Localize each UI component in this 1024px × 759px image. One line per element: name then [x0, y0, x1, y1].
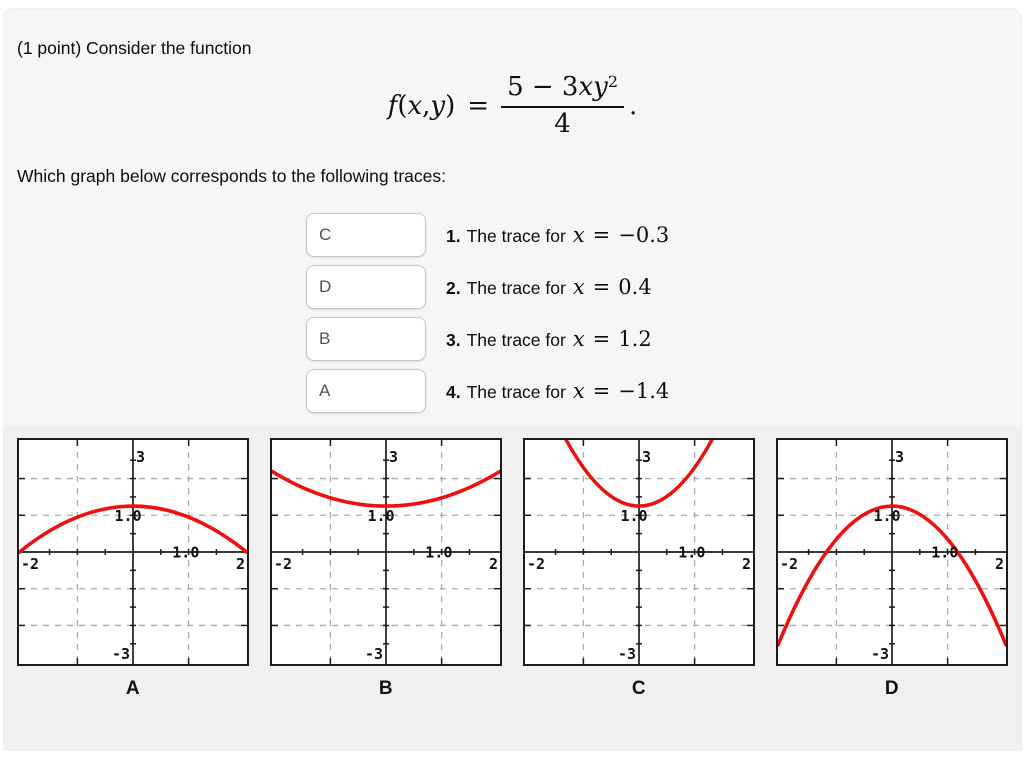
svg-text:1.0: 1.0 [931, 543, 958, 561]
trace-math: x = −0.3 [566, 223, 669, 247]
svg-text:2: 2 [236, 555, 245, 573]
graph-caption-a: A [125, 677, 141, 699]
formula-comma: , [422, 91, 431, 122]
math-var: x [572, 326, 585, 351]
math-equals: = [592, 378, 611, 403]
question-text: Which graph below corresponds to the fol… [17, 165, 446, 186]
svg-text:-3: -3 [618, 645, 636, 663]
graph-unit-c: 3 -3 -2 2 1.0 1.0 C [523, 437, 755, 751]
svg-text:1.0: 1.0 [114, 507, 141, 525]
fraction-numerator: 5 − 3xy2 [501, 72, 624, 103]
numerator-exponent: 2 [607, 72, 619, 91]
answer-input-3[interactable] [306, 316, 426, 361]
match-row-4: 4. The trace for x = −1.4 [306, 368, 1022, 413]
matching-section: 1. The trace for x = −0.3 2. The trace for… [306, 212, 1022, 413]
svg-text:-2: -2 [780, 555, 798, 573]
match-row-1: 1. The trace for x = −0.3 [306, 212, 1022, 257]
formula-block: f(x, y) = 5 − 3xy2 4 . [3, 72, 1022, 140]
svg-text:-3: -3 [112, 645, 130, 663]
math-equals: = [592, 222, 611, 247]
formula-fraction: 5 − 3xy2 4 [501, 72, 625, 140]
svg-text:3: 3 [642, 448, 651, 466]
svg-text:3: 3 [895, 448, 904, 466]
trace-text: The trace for [466, 381, 566, 402]
graph-caption-b: B [378, 677, 394, 699]
math-equals: = [592, 326, 611, 351]
svg-text:1.0: 1.0 [172, 543, 199, 561]
formula-f: f [387, 91, 398, 122]
svg-text:2: 2 [995, 555, 1004, 573]
svg-text:1.0: 1.0 [367, 507, 394, 525]
graph-unit-d: 3 -3 -2 2 1.0 1.0 D [776, 437, 1008, 751]
numerator-vars: xy [578, 72, 608, 102]
graph-caption-d: D [884, 677, 900, 699]
plot-graph-c: 3 -3 -2 2 1.0 1.0 [525, 439, 753, 664]
graph-unit-b: 3 -3 -2 2 1.0 1.0 B [270, 437, 502, 751]
match-row-2: 2. The trace for x = 0.4 [306, 264, 1022, 309]
svg-text:-2: -2 [274, 555, 292, 573]
plot-graph-d: 3 -3 -2 2 1.0 1.0 [778, 439, 1006, 664]
plot-graph-a: 3 -3 -2 2 1.0 1.0 [19, 439, 247, 664]
fraction-bar [501, 105, 625, 108]
formula-period: . [629, 91, 638, 122]
svg-text:1.0: 1.0 [678, 543, 705, 561]
problem-panel: (1 point) Consider the function f(x, y) … [3, 8, 1022, 751]
math-value: 1.2 [618, 326, 652, 351]
answer-input-1[interactable] [306, 212, 426, 257]
svg-text:-3: -3 [365, 645, 383, 663]
trace-math: x = 1.2 [566, 327, 652, 351]
svg-text:3: 3 [389, 448, 398, 466]
problem-intro: (1 point) Consider the function [17, 38, 252, 58]
trace-label-3: 3. The trace for x = 1.2 [446, 327, 652, 351]
plot-box-d: 3 -3 -2 2 1.0 1.0 [776, 437, 1008, 666]
svg-text:1.0: 1.0 [873, 507, 900, 525]
svg-text:1.0: 1.0 [620, 507, 647, 525]
answer-input-2[interactable] [306, 264, 426, 309]
function-formula: f(x, y) = 5 − 3xy2 4 . [387, 72, 638, 140]
trace-text: The trace for [466, 225, 566, 246]
svg-text:1.0: 1.0 [425, 543, 452, 561]
plot-graph-b: 3 -3 -2 2 1.0 1.0 [272, 439, 500, 664]
formula-open-paren: ( [397, 91, 408, 122]
math-value: −0.3 [618, 222, 670, 247]
graphs-figure: 3 -3 -2 2 1.0 1.0 A 3 -3 -2 2 1.0 1.0 B 3 -3 -2 2 1.0 1… [3, 425, 1022, 751]
plot-box-a: 3 -3 -2 2 1.0 1.0 [17, 437, 249, 666]
trace-number: 4. [446, 381, 461, 402]
trace-label-1: 1. The trace for x = −0.3 [446, 223, 669, 247]
math-var: x [572, 222, 585, 247]
answer-input-4[interactable] [306, 368, 426, 413]
match-row-3: 3. The trace for x = 1.2 [306, 316, 1022, 361]
trace-number: 1. [446, 225, 461, 246]
trace-number: 2. [446, 277, 461, 298]
trace-math: x = −1.4 [566, 379, 669, 403]
graph-unit-a: 3 -3 -2 2 1.0 1.0 A [17, 437, 249, 751]
trace-label-2: 2. The trace for x = 0.4 [446, 275, 652, 299]
svg-text:2: 2 [489, 555, 498, 573]
svg-text:-2: -2 [527, 555, 545, 573]
formula-equals: = [467, 91, 490, 122]
math-value: −1.4 [618, 378, 670, 403]
numerator-lead: 5 − 3 [507, 72, 579, 102]
trace-label-4: 4. The trace for x = −1.4 [446, 379, 669, 403]
graph-caption-c: C [631, 677, 647, 699]
svg-text:-2: -2 [21, 555, 39, 573]
math-equals: = [592, 274, 611, 299]
trace-text: The trace for [466, 329, 566, 350]
math-var: x [572, 378, 585, 403]
fraction-denominator: 4 [554, 108, 571, 139]
math-var: x [572, 274, 585, 299]
formula-close-paren: ) [445, 91, 456, 122]
trace-math: x = 0.4 [566, 275, 652, 299]
plot-box-b: 3 -3 -2 2 1.0 1.0 [270, 437, 502, 666]
plot-box-c: 3 -3 -2 2 1.0 1.0 [523, 437, 755, 666]
svg-text:2: 2 [742, 555, 751, 573]
math-value: 0.4 [618, 274, 652, 299]
formula-var-y: y [430, 91, 446, 122]
trace-number: 3. [446, 329, 461, 350]
svg-text:-3: -3 [871, 645, 889, 663]
formula-var-x: x [407, 91, 423, 122]
trace-text: The trace for [466, 277, 566, 298]
svg-text:3: 3 [136, 448, 145, 466]
